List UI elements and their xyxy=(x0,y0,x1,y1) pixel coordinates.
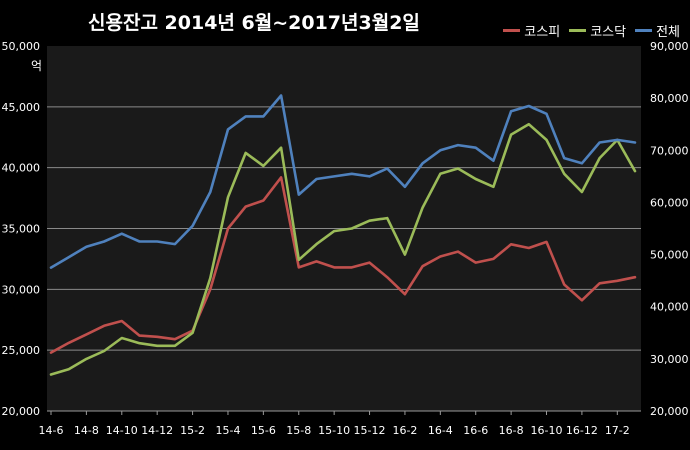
x-tick-label: 16-10 xyxy=(531,424,563,437)
x-tick-label: 15-2 xyxy=(180,424,205,437)
right-axis: 20,000 30,000 40,000 50,000 60,000 70,000 80,0… xyxy=(650,40,689,418)
x-tick-label: 16-12 xyxy=(566,424,598,437)
right-tick-label: 90,000 xyxy=(650,40,689,53)
legend-label-total: 전체 xyxy=(656,25,680,40)
left-tick-label: 30,000 xyxy=(2,283,41,296)
right-tick-label: 80,000 xyxy=(650,92,689,105)
right-tick-label: 50,000 xyxy=(650,249,689,262)
right-tick-label: 60,000 xyxy=(650,196,689,209)
x-tick-label: 15-12 xyxy=(354,424,386,437)
x-tick-label: 16-6 xyxy=(463,424,488,437)
x-tick-label: 15-4 xyxy=(215,424,240,437)
left-tick-label: 25,000 xyxy=(2,344,41,357)
legend: 코스피 코스닥 전체 xyxy=(503,21,680,40)
x-tick-label: 14-6 xyxy=(39,424,64,437)
x-tick-label: 14-10 xyxy=(106,424,138,437)
series-lines xyxy=(49,94,637,376)
left-tick-label: 20,000 xyxy=(2,405,41,418)
right-tick-label: 40,000 xyxy=(650,301,689,314)
chart-title: 신용잔고 2014년 6월~2017년3월2일 xyxy=(88,12,420,34)
x-tick-label: 14-12 xyxy=(141,424,173,437)
x-tick-label: 15-10 xyxy=(318,424,350,437)
x-tick-label: 16-4 xyxy=(428,424,453,437)
left-tick-label: 50,000 xyxy=(2,40,41,53)
right-tick-label: 30,000 xyxy=(650,353,689,366)
left-axis: 20,000 25,000 30,000 35,000 40,000 45,000 50,0… xyxy=(2,40,41,418)
legend-swatch-kospi xyxy=(503,29,521,32)
legend-item-total: 전체 xyxy=(635,21,680,40)
x-tick-label: 14-8 xyxy=(74,424,99,437)
legend-swatch-kosdaq xyxy=(569,29,587,32)
x-tick-label: 15-6 xyxy=(251,424,276,437)
right-tick-label: 70,000 xyxy=(650,144,689,157)
right-tick-label: 20,000 xyxy=(650,405,689,418)
x-tick-label: 16-8 xyxy=(499,424,524,437)
x-tick-label: 16-2 xyxy=(392,424,417,437)
series-line-0 xyxy=(49,176,637,354)
left-tick-label: 35,000 xyxy=(2,223,41,236)
x-tick-label: 15-8 xyxy=(286,424,311,437)
left-tick-label: 45,000 xyxy=(2,101,41,114)
x-axis: 14-6 14-8 14-10 14-12 15-2 15-4 15-6 15-8 15-10 1… xyxy=(39,411,630,437)
legend-item-kospi: 코스피 xyxy=(503,21,560,40)
legend-item-kosdaq: 코스닥 xyxy=(569,21,626,40)
x-tick-label: 17-2 xyxy=(605,424,630,437)
legend-swatch-total xyxy=(635,29,653,32)
left-tick-label: 40,000 xyxy=(2,162,41,175)
y-axis-unit-label: 억 xyxy=(31,59,43,73)
series-line-1 xyxy=(49,122,637,376)
legend-label-kospi: 코스피 xyxy=(524,25,561,40)
series-line-2 xyxy=(49,94,637,269)
legend-label-kosdaq: 코스닥 xyxy=(590,25,627,40)
